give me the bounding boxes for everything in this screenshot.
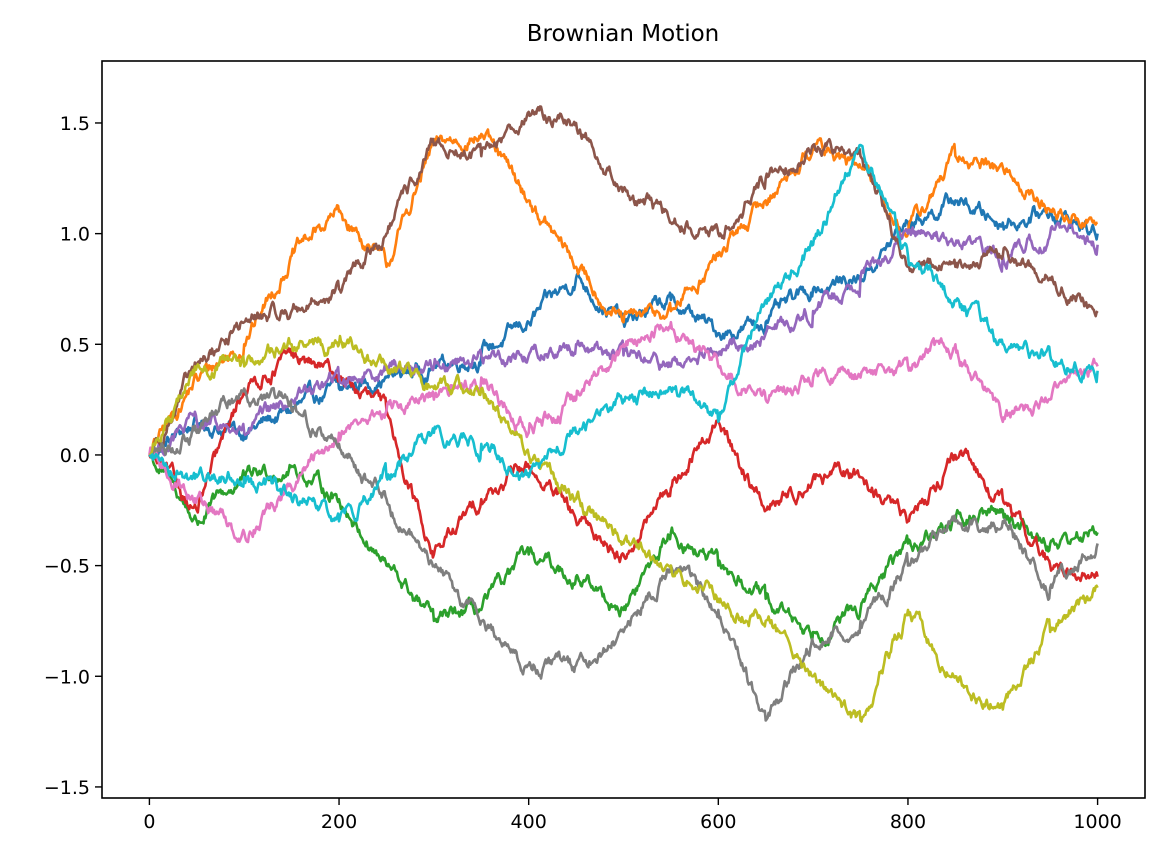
y-tick-label: −1.5 (44, 777, 90, 799)
y-axis: −1.5 −1.0 −0.5 0.0 0.5 1.0 1.5 (44, 113, 102, 799)
x-tick-label: 0 (143, 811, 155, 833)
y-tick-label: 0.0 (60, 445, 90, 467)
y-tick-label: −1.0 (44, 666, 90, 688)
series-line-4 (148, 347, 1099, 583)
series-layer (148, 105, 1099, 723)
x-tick-label: 400 (511, 811, 547, 833)
series-line-9 (148, 334, 1099, 723)
x-tick-label: 800 (890, 811, 926, 833)
x-tick-label: 200 (321, 811, 357, 833)
chart-title: Brownian Motion (527, 21, 720, 47)
series-line-7 (148, 320, 1099, 544)
series-line-8 (148, 386, 1099, 722)
series-line-2 (148, 128, 1098, 456)
plot-frame (101, 60, 1146, 799)
y-tick-label: 1.0 (60, 224, 90, 246)
series-line-6 (148, 105, 1099, 457)
x-axis: 0 200 400 600 800 1000 (143, 798, 1122, 833)
y-tick-label: −0.5 (44, 556, 90, 578)
x-tick-label: 600 (700, 811, 736, 833)
x-tick-label: 1000 (1073, 811, 1121, 833)
series-line-5 (149, 221, 1099, 460)
y-tick-label: 0.5 (60, 334, 90, 356)
series-line-10 (148, 143, 1099, 523)
y-tick-label: 1.5 (60, 113, 90, 135)
series-line-3 (148, 454, 1099, 648)
